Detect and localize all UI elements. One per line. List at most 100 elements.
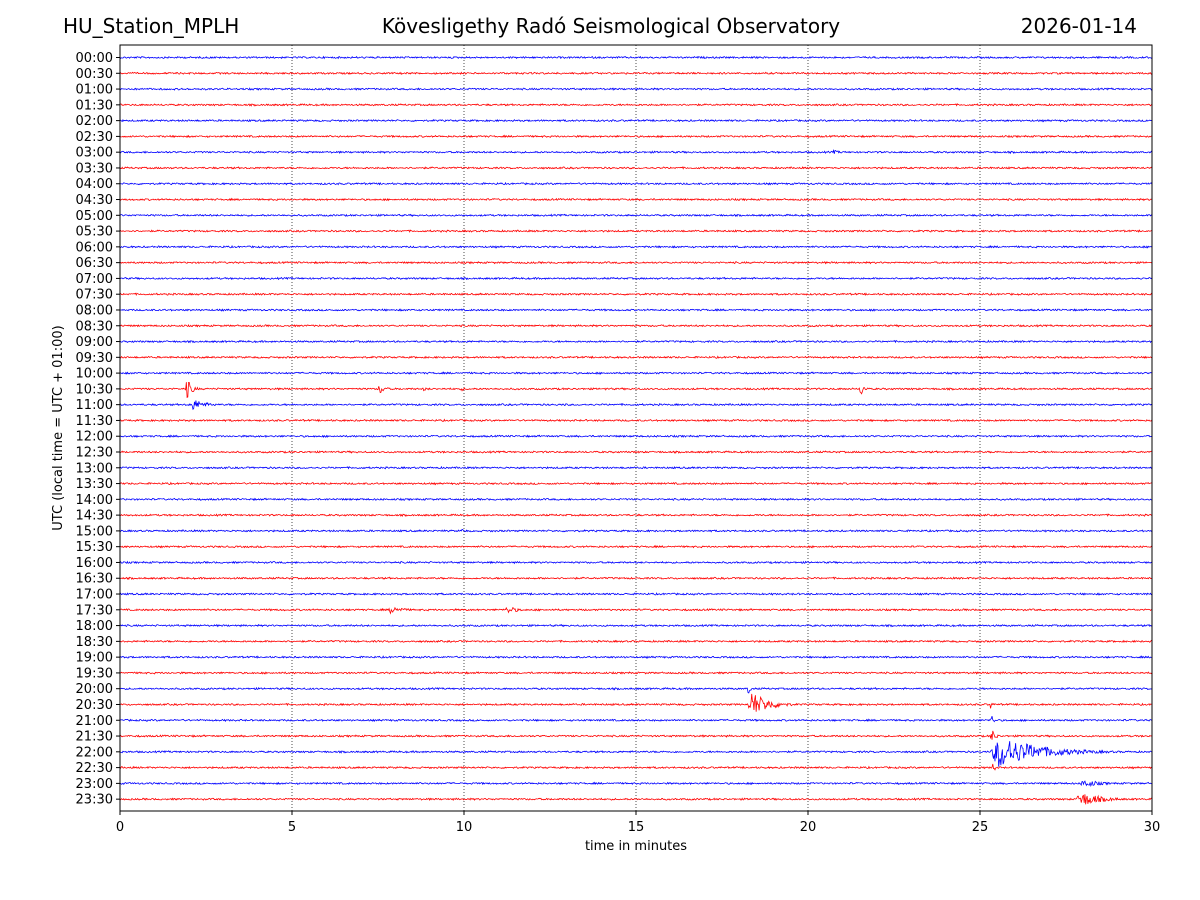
y-tick-label: 16:30 (76, 572, 113, 587)
trace-1330 (119, 481, 1153, 486)
trace-1000 (119, 371, 1153, 375)
y-tick-label: 08:00 (76, 303, 113, 318)
y-tick-label: 22:00 (76, 745, 113, 760)
y-tick-label: 21:30 (76, 730, 113, 745)
y-axis-ticks: 00:0000:3001:0001:3002:0002:3003:0003:30… (76, 51, 120, 808)
x-axis-ticks: 0 5 10 15 20 25 30 (116, 811, 1160, 835)
trace-1600 (119, 560, 1153, 565)
trace-0130 (119, 102, 1153, 107)
trace-0630 (119, 260, 1153, 265)
x-tick-label: 20 (800, 820, 817, 835)
grid-lines (291, 45, 981, 811)
trace-1630 (119, 576, 1153, 581)
y-tick-label: 18:30 (76, 635, 113, 650)
trace-0500 (119, 213, 1153, 218)
y-tick-label: 14:00 (76, 493, 113, 508)
x-tick-label: 30 (1144, 820, 1161, 835)
y-tick-label: 06:30 (76, 256, 113, 271)
y-tick-label: 02:30 (76, 130, 113, 145)
y-tick-label: 20:00 (76, 682, 113, 697)
y-tick-label: 08:30 (76, 319, 113, 334)
trace-2000 (119, 686, 1153, 694)
y-tick-label: 19:30 (76, 666, 113, 681)
trace-0930 (119, 355, 1153, 360)
trace-0200 (119, 118, 1153, 123)
trace-2200 (119, 741, 1153, 767)
y-tick-label: 01:30 (76, 98, 113, 113)
y-tick-label: 12:00 (76, 430, 113, 445)
trace-0400 (119, 181, 1153, 186)
trace-0530 (119, 229, 1153, 233)
y-tick-label: 22:30 (76, 761, 113, 776)
trace-2330 (119, 794, 1153, 805)
y-tick-label: 15:00 (76, 524, 113, 539)
y-tick-label: 11:30 (76, 414, 113, 429)
y-tick-label: 03:30 (76, 161, 113, 176)
y-tick-label: 15:30 (76, 540, 113, 555)
y-tick-label: 06:00 (76, 240, 113, 255)
y-tick-label: 12:30 (76, 446, 113, 461)
trace-1830 (119, 639, 1153, 644)
trace-1430 (119, 513, 1153, 518)
y-tick-label: 00:30 (76, 67, 113, 82)
trace-1800 (119, 623, 1153, 628)
y-tick-label: 13:00 (76, 461, 113, 476)
y-tick-label: 09:00 (76, 335, 113, 350)
trace-2100 (119, 716, 1153, 723)
y-tick-label: 21:00 (76, 714, 113, 729)
trace-0430 (119, 197, 1153, 202)
x-axis-label: time in minutes (585, 839, 687, 854)
trace-1400 (119, 497, 1153, 502)
y-tick-label: 18:00 (76, 619, 113, 634)
y-tick-label: 11:00 (76, 398, 113, 413)
trace-0030 (119, 71, 1153, 76)
trace-1900 (119, 655, 1153, 659)
trace-1100 (119, 400, 1153, 411)
trace-2030 (119, 693, 1153, 712)
x-tick-label: 5 (288, 820, 296, 835)
trace-0300 (119, 149, 1153, 155)
trace-2130 (119, 730, 1153, 740)
trace-1130 (119, 418, 1153, 423)
trace-0000 (119, 55, 1153, 60)
trace-1500 (119, 528, 1153, 533)
y-tick-label: 17:30 (76, 603, 113, 618)
y-tick-label: 09:30 (76, 351, 113, 366)
station-name: HU_Station_MPLH (63, 14, 240, 38)
trace-1230 (119, 450, 1153, 454)
trace-2300 (119, 780, 1153, 788)
y-tick-label: 20:30 (76, 698, 113, 713)
x-tick-label: 15 (628, 820, 645, 835)
trace-0800 (119, 308, 1153, 312)
trace-0230 (119, 134, 1153, 139)
trace-1730 (119, 606, 1153, 615)
y-tick-label: 02:00 (76, 114, 113, 129)
y-tick-label: 04:00 (76, 177, 113, 192)
y-tick-label: 01:00 (76, 83, 113, 98)
trace-1530 (119, 544, 1153, 549)
y-tick-label: 04:30 (76, 193, 113, 208)
y-tick-label: 10:00 (76, 367, 113, 382)
y-tick-label: 05:00 (76, 209, 113, 224)
x-tick-label: 25 (972, 820, 989, 835)
trace-1930 (119, 671, 1153, 675)
y-tick-label: 10:30 (76, 382, 113, 397)
page-title: Kövesligethy Radó Seismological Observat… (381, 14, 841, 38)
y-tick-label: 23:00 (76, 777, 113, 792)
y-tick-label: 16:00 (76, 556, 113, 571)
trace-1300 (119, 465, 1153, 470)
x-tick-label: 10 (456, 820, 473, 835)
y-tick-label: 23:30 (76, 793, 113, 808)
trace-0830 (119, 323, 1153, 328)
y-tick-label: 17:00 (76, 588, 113, 603)
seismogram-traces (119, 55, 1153, 805)
y-tick-label: 07:30 (76, 288, 113, 303)
trace-0330 (119, 166, 1153, 170)
y-tick-label: 03:00 (76, 146, 113, 161)
trace-1700 (119, 592, 1153, 596)
trace-0730 (119, 292, 1153, 296)
y-tick-label: 00:00 (76, 51, 113, 66)
trace-1200 (119, 434, 1153, 439)
trace-0900 (119, 339, 1153, 344)
